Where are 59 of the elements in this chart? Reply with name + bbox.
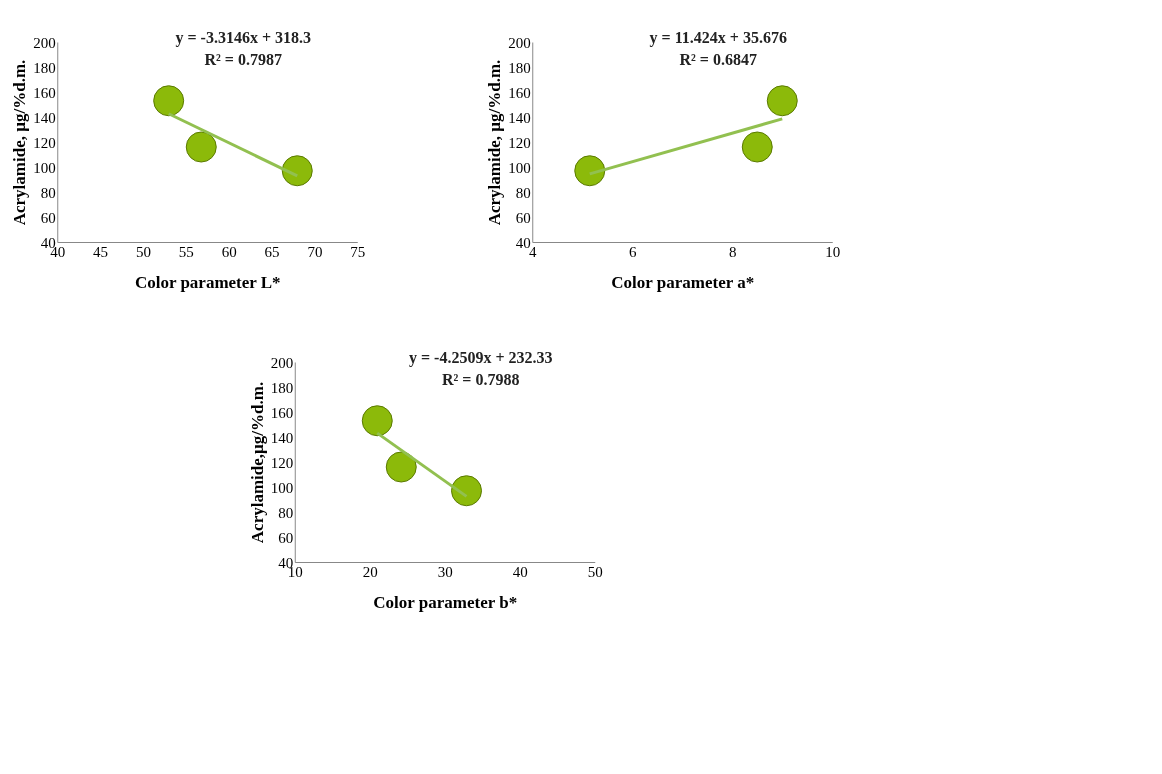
- y-axis-title: Acrylamide, µg/%d.m.: [10, 59, 30, 226]
- y-axis-title: Acrylamide, µg/%d.m.: [485, 59, 505, 226]
- x-tick-label: 10: [825, 243, 841, 260]
- y-tick-label: 80: [515, 184, 531, 201]
- y-tick-label: 120: [33, 134, 56, 151]
- x-axis-title: Color parameter a*: [611, 272, 755, 292]
- x-tick-label: 4: [529, 243, 537, 260]
- annotation: R² = 0.7987: [204, 51, 282, 68]
- point: [766, 85, 798, 117]
- y-tick-label: 80: [278, 504, 294, 521]
- annotation: y = 11.424x + 35.676: [649, 29, 787, 47]
- annotation: y = -3.3146x + 318.3: [175, 29, 312, 47]
- y-tick-label: 160: [33, 84, 56, 101]
- y-tick-label: 60: [515, 209, 531, 226]
- y-tick-label: 160: [508, 84, 531, 101]
- annotation: R² = 0.7988: [442, 371, 520, 388]
- y-tick-label: 180: [270, 379, 294, 396]
- point: [574, 155, 606, 187]
- x-tick-label: 8: [729, 243, 737, 260]
- y-tick-label: 100: [270, 479, 294, 496]
- y-tick-label: 180: [33, 59, 56, 76]
- y-tick-label: 140: [508, 109, 531, 126]
- x-axis-title: Color parameter b*: [373, 592, 518, 612]
- x-tick-label: 50: [587, 563, 603, 580]
- y-tick-label: 100: [33, 159, 56, 176]
- x-tick-label: 30: [437, 563, 453, 580]
- x-tick-label: 60: [221, 243, 237, 260]
- x-tick-label: 55: [178, 243, 194, 260]
- x-tick-label: 6: [629, 243, 637, 260]
- y-tick-label: 140: [270, 429, 294, 446]
- y-tick-label: 60: [278, 529, 294, 546]
- x-tick-label: 70: [307, 243, 323, 260]
- y-tick-label: 120: [270, 454, 294, 471]
- x-tick-label: 45: [93, 243, 109, 260]
- y-tick-label: 120: [508, 134, 531, 151]
- point: [385, 451, 417, 483]
- y-axis-title: Acrylamide,µg/%d.m.: [247, 381, 267, 544]
- x-tick-label: 50: [135, 243, 151, 260]
- y-tick-label: 100: [508, 159, 531, 176]
- y-tick-label: 80: [40, 184, 56, 201]
- y-tick-label: 200: [270, 354, 294, 371]
- y-tick-label: 200: [33, 34, 56, 51]
- point: [361, 405, 393, 437]
- x-tick-label: 65: [264, 243, 280, 260]
- y-tick-label: 180: [508, 59, 531, 76]
- y-tick-label: 60: [40, 209, 56, 226]
- point: [281, 155, 313, 187]
- annotation: y = -4.2509x + 232.33: [408, 349, 553, 367]
- point: [451, 475, 482, 507]
- y-tick-label: 140: [33, 109, 56, 126]
- point: [185, 131, 217, 163]
- x-tick-label: 20: [362, 563, 378, 580]
- point: [741, 131, 773, 163]
- annotation: R² = 0.6847: [679, 51, 757, 68]
- point: [153, 85, 185, 117]
- y-tick-label: 200: [508, 34, 531, 51]
- x-tick-label: 75: [350, 243, 366, 260]
- y-tick-label: 160: [270, 404, 294, 421]
- x-axis-title: Color parameter L*: [134, 272, 281, 292]
